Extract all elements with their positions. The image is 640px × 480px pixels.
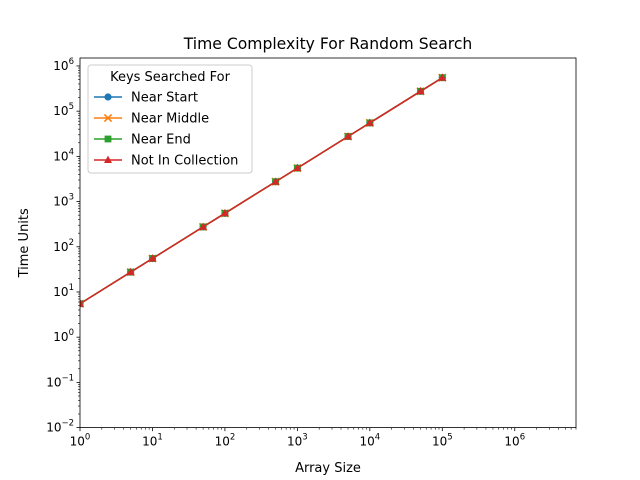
legend-label: Near Start: [131, 91, 198, 106]
series-layer: [80, 73, 447, 308]
x-tick-label: 103: [287, 433, 308, 449]
y-axis-label: Time Units: [17, 208, 32, 278]
data-point: [438, 73, 447, 81]
y-tick-label: 105: [53, 102, 74, 118]
legend-frame: [87, 64, 253, 174]
legend-marker: [103, 113, 113, 123]
x-tick-label: 100: [70, 433, 91, 449]
axes-frame: [79, 57, 577, 429]
x-tick-label: 105: [432, 433, 453, 449]
data-point: [220, 208, 229, 217]
legend-label: Near Middle: [131, 112, 209, 127]
data-point: [148, 254, 157, 262]
legend-marker: [104, 135, 112, 143]
legend: Keys Searched For Near Start Near Middle N…: [87, 64, 253, 174]
legend-entry: Near Start: [94, 91, 198, 106]
legend-marker: [104, 93, 112, 101]
data-point: [365, 118, 374, 126]
data-point: [126, 267, 135, 276]
x-tick-label: 104: [359, 433, 380, 449]
legend-title: Keys Searched For: [110, 70, 230, 85]
data-point: [271, 177, 280, 185]
data-point: [199, 222, 208, 230]
y-tick-label: 100: [53, 328, 74, 344]
y-tick-label: 102: [53, 238, 74, 254]
legend-label: Not In Collection: [131, 154, 238, 169]
data-point: [416, 86, 425, 95]
y-tick-label: 10−1: [46, 373, 74, 389]
data-point: [293, 163, 302, 172]
y-tick-label: 104: [53, 147, 74, 163]
x-axis-label: Array Size: [295, 461, 361, 476]
minor-ticks: [78, 67, 577, 430]
x-tick-label: 101: [142, 433, 163, 449]
legend-label: Near End: [131, 133, 191, 148]
chart-title: Time Complexity For Random Search: [183, 35, 473, 53]
y-tick-label: 10−2: [46, 419, 74, 435]
y-tick-label: 103: [53, 193, 74, 209]
y-tick-label: 106: [53, 57, 74, 73]
data-point: [344, 132, 353, 140]
x-tick-label: 102: [215, 433, 236, 449]
legend-entry: Near Middle: [94, 112, 209, 127]
legend-entry: Near End: [94, 133, 191, 148]
major-ticks: 100 101 102 103 104 105 106 10−2 10−1 100 101 102 10…: [46, 57, 525, 449]
x-tick-label: 106: [504, 433, 525, 449]
legend-marker: [104, 155, 112, 163]
legend-entry: Not In Collection: [94, 154, 238, 169]
y-tick-label: 101: [53, 283, 74, 299]
data-point: [80, 299, 84, 307]
series-not-in-collection: [80, 73, 447, 307]
